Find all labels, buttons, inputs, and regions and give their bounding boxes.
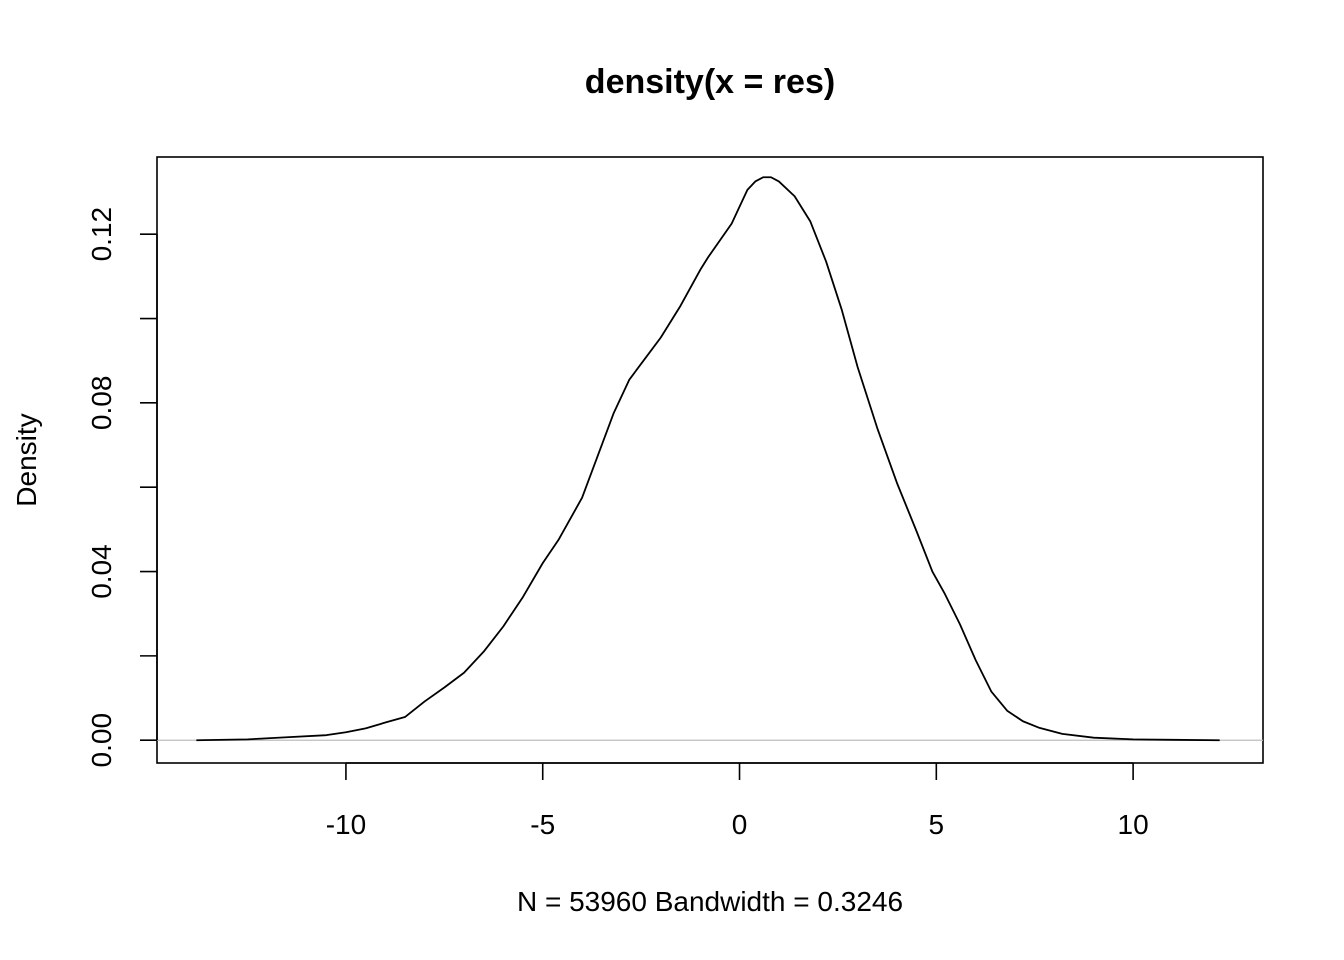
y-tick-label: 0.00 [86, 713, 117, 768]
x-axis-label: N = 53960 Bandwidth = 0.3246 [517, 886, 903, 917]
y-axis-label: Density [11, 413, 42, 506]
x-tick-label: 10 [1118, 809, 1149, 840]
y-axis: 0.00 0.04 0.08 0.12 [86, 207, 158, 768]
y-tick-label: 0.04 [86, 544, 117, 599]
chart-title: density(x = res) [585, 63, 835, 101]
y-tick-label: 0.12 [86, 207, 117, 262]
x-axis: -10 -5 0 5 10 [326, 762, 1149, 840]
x-tick-label: 5 [929, 809, 945, 840]
x-tick-label: 0 [732, 809, 748, 840]
x-tick-label: -10 [326, 809, 366, 840]
x-tick-label: -5 [530, 809, 555, 840]
density-curve [196, 176, 1220, 742]
y-tick-label: 0.08 [86, 376, 117, 431]
plot-frame [156, 156, 1264, 764]
